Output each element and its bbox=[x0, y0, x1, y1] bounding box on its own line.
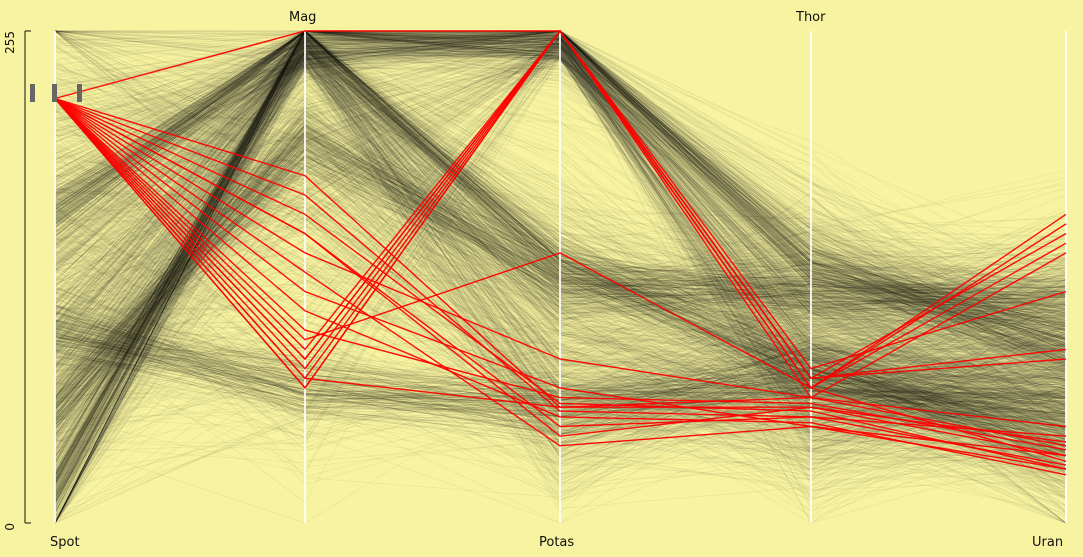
highlighted-lines bbox=[54, 29, 1067, 476]
y-tick-label-max: 255 bbox=[3, 31, 17, 54]
highlighted-line[interactable] bbox=[54, 29, 1067, 390]
axis-label-spot: Spot bbox=[50, 535, 80, 550]
axis-labels: Spot Mag Potas Thor Uran bbox=[50, 10, 1063, 550]
axis-label-mag: Mag bbox=[289, 10, 316, 25]
highlighted-line[interactable] bbox=[54, 97, 1067, 470]
axis-label-potas: Potas bbox=[539, 535, 574, 550]
highlighted-line[interactable] bbox=[54, 97, 1067, 428]
highlighted-line[interactable] bbox=[54, 97, 1067, 451]
y-tick-label-min: 0 bbox=[3, 523, 17, 531]
brush-markers[interactable] bbox=[30, 84, 82, 102]
highlighted-line[interactable] bbox=[54, 97, 1067, 470]
highlighted-line[interactable] bbox=[54, 97, 1067, 457]
brush-handle[interactable] bbox=[77, 84, 82, 102]
axes bbox=[54, 31, 1067, 523]
axis-label-uran: Uran bbox=[1032, 535, 1063, 550]
y-axis: 255 0 bbox=[3, 30, 31, 531]
highlighted-line[interactable] bbox=[54, 97, 1067, 437]
brush-handle[interactable] bbox=[52, 84, 57, 102]
highlighted-line[interactable] bbox=[54, 97, 1067, 462]
highlighted-line[interactable] bbox=[54, 97, 1067, 466]
brush-handle[interactable] bbox=[30, 84, 35, 102]
axis-label-thor: Thor bbox=[795, 10, 826, 25]
